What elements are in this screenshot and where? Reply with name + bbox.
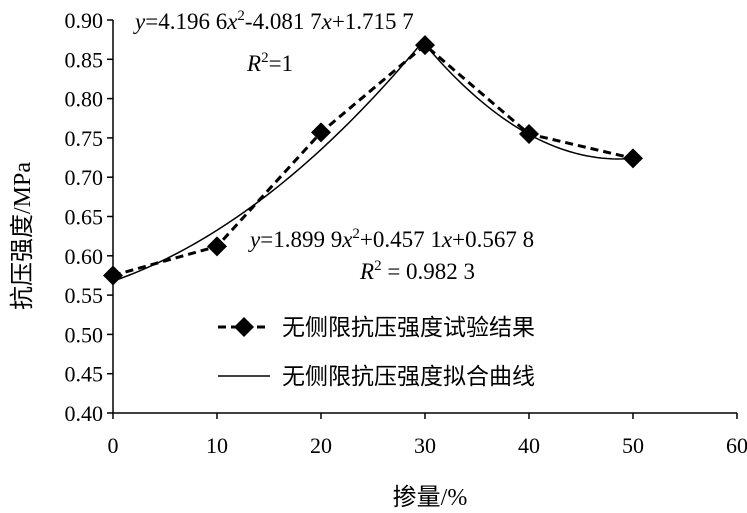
y-tick-label: 0.45 bbox=[65, 362, 104, 387]
y-tick-label: 0.60 bbox=[65, 244, 104, 269]
x-tick-label: 0 bbox=[108, 433, 119, 458]
lower-equation: y=1.899 9x2+0.457 1x+0.567 8 bbox=[248, 226, 534, 252]
test-results-line bbox=[112, 43, 634, 277]
x-tick-label: 50 bbox=[622, 433, 644, 458]
y-tick-label: 0.40 bbox=[65, 401, 104, 426]
x-tick-label: 40 bbox=[518, 433, 540, 458]
data-point-marker bbox=[623, 148, 643, 169]
axes bbox=[112, 20, 737, 414]
y-axis-title: 抗压强度/MPa bbox=[9, 162, 36, 310]
y-tick-label: 0.65 bbox=[65, 205, 104, 230]
data-point-marker bbox=[311, 122, 331, 143]
data-point-marker bbox=[415, 35, 435, 56]
y-tick-label: 0.75 bbox=[65, 126, 104, 151]
data-point-marker bbox=[519, 123, 539, 144]
y-axis-ticks: 0.40 0.45 0.50 0.55 0.60 0.65 0.70 0.75 0.80 0.85… bbox=[65, 8, 113, 426]
y-tick-label: 0.70 bbox=[65, 165, 104, 190]
legend: 无侧限抗压强度试验结果 无侧限抗压强度拟合曲线 bbox=[218, 315, 535, 389]
x-tick-label: 60 bbox=[726, 433, 747, 458]
lower-r-squared: R2 = 0.982 3 bbox=[359, 258, 475, 284]
x-tick-label: 10 bbox=[206, 433, 228, 458]
x-tick-label: 30 bbox=[414, 433, 436, 458]
x-axis-ticks: 0 10 20 30 40 50 60 bbox=[108, 413, 747, 458]
legend-label-test-results: 无侧限抗压强度试验结果 bbox=[282, 315, 535, 340]
data-point-marker bbox=[207, 236, 227, 257]
legend-label-fit-curve: 无侧限抗压强度拟合曲线 bbox=[282, 364, 535, 389]
x-tick-label: 20 bbox=[310, 433, 332, 458]
y-tick-label: 0.80 bbox=[65, 87, 104, 112]
legend-diamond-marker bbox=[234, 317, 254, 337]
y-tick-label: 0.90 bbox=[65, 8, 104, 33]
upper-equation: y=4.196 6x2-4.081 7x+1.715 7 bbox=[133, 8, 414, 34]
x-axis-title: 掺量/% bbox=[393, 484, 468, 511]
y-tick-label: 0.85 bbox=[65, 47, 104, 72]
data-series-layer bbox=[103, 35, 643, 286]
data-point-marker bbox=[103, 265, 123, 286]
y-tick-label: 0.55 bbox=[65, 283, 104, 308]
y-tick-label: 0.50 bbox=[65, 322, 104, 347]
upper-r-squared: R2=1 bbox=[246, 50, 293, 76]
